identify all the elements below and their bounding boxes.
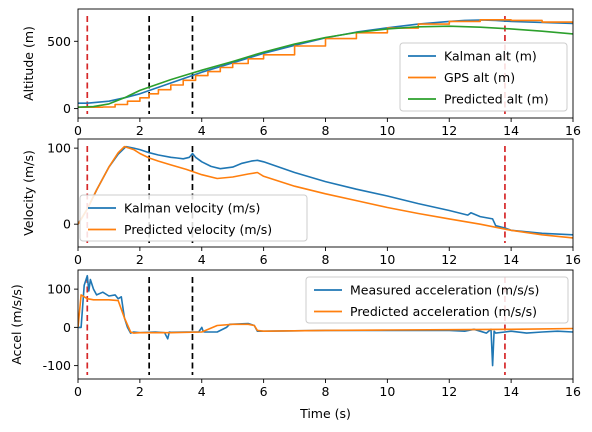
legend-box bbox=[399, 42, 568, 112]
series-line-1 bbox=[78, 145, 573, 236]
y-tick-label: 500 bbox=[47, 34, 71, 49]
x-tick-label: 0 bbox=[74, 384, 82, 399]
legend-entry-1: Measured acceleration (m/s/s) bbox=[350, 283, 539, 298]
x-tick-label: 2 bbox=[136, 252, 144, 267]
y-tick-label: 100 bbox=[47, 282, 71, 297]
y-axis-label: Accel (m/s/s) bbox=[9, 284, 24, 365]
legend-entry-2: Predicted acceleration (m/s/s) bbox=[350, 304, 537, 319]
x-tick-label: 10 bbox=[379, 252, 395, 267]
legend-entry-2: Predicted velocity (m/s) bbox=[124, 222, 272, 237]
y-tick-label: 0 bbox=[63, 101, 71, 116]
x-tick-label: 6 bbox=[260, 123, 268, 138]
series-line-1 bbox=[78, 274, 573, 367]
x-tick-label: 8 bbox=[322, 384, 330, 399]
chart-panel-2: 0 2 4 6 8 10 12 14 16 0 100 Velocity (m/s) Kalman ve… bbox=[21, 138, 581, 267]
legend: Kalman velocity (m/s) Predicted velocity … bbox=[79, 194, 308, 242]
y-tick-label: 0 bbox=[63, 217, 71, 232]
legend-box bbox=[79, 194, 308, 242]
x-tick-label: 10 bbox=[379, 123, 395, 138]
x-tick-label: 12 bbox=[441, 384, 457, 399]
x-tick-label: 6 bbox=[260, 252, 268, 267]
x-tick-label: 14 bbox=[503, 384, 519, 399]
y-tick-label: -100 bbox=[43, 358, 71, 373]
x-tick-label: 14 bbox=[503, 123, 519, 138]
x-tick-label: 2 bbox=[136, 384, 144, 399]
x-tick-label: 0 bbox=[74, 123, 82, 138]
y-tick-label: 100 bbox=[47, 141, 71, 156]
y-tick-label: 0 bbox=[63, 320, 71, 335]
x-tick-label: 2 bbox=[136, 123, 144, 138]
series-line-2 bbox=[78, 294, 573, 334]
x-tick-label: 4 bbox=[198, 123, 206, 138]
legend-entry-1: Kalman velocity (m/s) bbox=[124, 201, 260, 216]
x-tick-label: 14 bbox=[503, 252, 519, 267]
legend-entry-2: GPS alt (m) bbox=[444, 70, 515, 85]
plot-area bbox=[78, 145, 573, 239]
x-tick-label: 10 bbox=[379, 384, 395, 399]
legend-entry-1: Kalman alt (m) bbox=[444, 49, 537, 64]
series-line-2 bbox=[78, 145, 573, 239]
legend: Measured acceleration (m/s/s) Predicted a… bbox=[305, 276, 569, 324]
x-tick-label: 0 bbox=[74, 252, 82, 267]
x-tick-label: 12 bbox=[441, 252, 457, 267]
y-axis-label: Velocity (m/s) bbox=[21, 150, 36, 236]
legend-box bbox=[305, 276, 569, 324]
x-tick-label: 16 bbox=[565, 123, 581, 138]
x-tick-label: 4 bbox=[198, 252, 206, 267]
x-axis-label: Time (s) bbox=[299, 406, 351, 421]
x-tick-label: 8 bbox=[322, 123, 330, 138]
chart-panel-1: 0 2 4 6 8 10 12 14 16 0 500 Altitude (m) Kalman alt … bbox=[21, 8, 581, 138]
x-tick-label: 8 bbox=[322, 252, 330, 267]
x-tick-label: 16 bbox=[565, 384, 581, 399]
legend-entry-3: Predicted alt (m) bbox=[444, 92, 549, 107]
plot-area bbox=[78, 18, 573, 108]
x-tick-label: 16 bbox=[565, 252, 581, 267]
legend: Kalman alt (m) GPS alt (m) Predicted alt (… bbox=[399, 42, 568, 112]
x-tick-label: 6 bbox=[260, 384, 268, 399]
series-line-2 bbox=[78, 18, 573, 108]
x-tick-label: 12 bbox=[441, 123, 457, 138]
series-line-3 bbox=[78, 25, 573, 108]
plot-area bbox=[78, 274, 573, 367]
x-tick-label: 4 bbox=[198, 384, 206, 399]
y-axis-label: Altitude (m) bbox=[21, 26, 36, 101]
